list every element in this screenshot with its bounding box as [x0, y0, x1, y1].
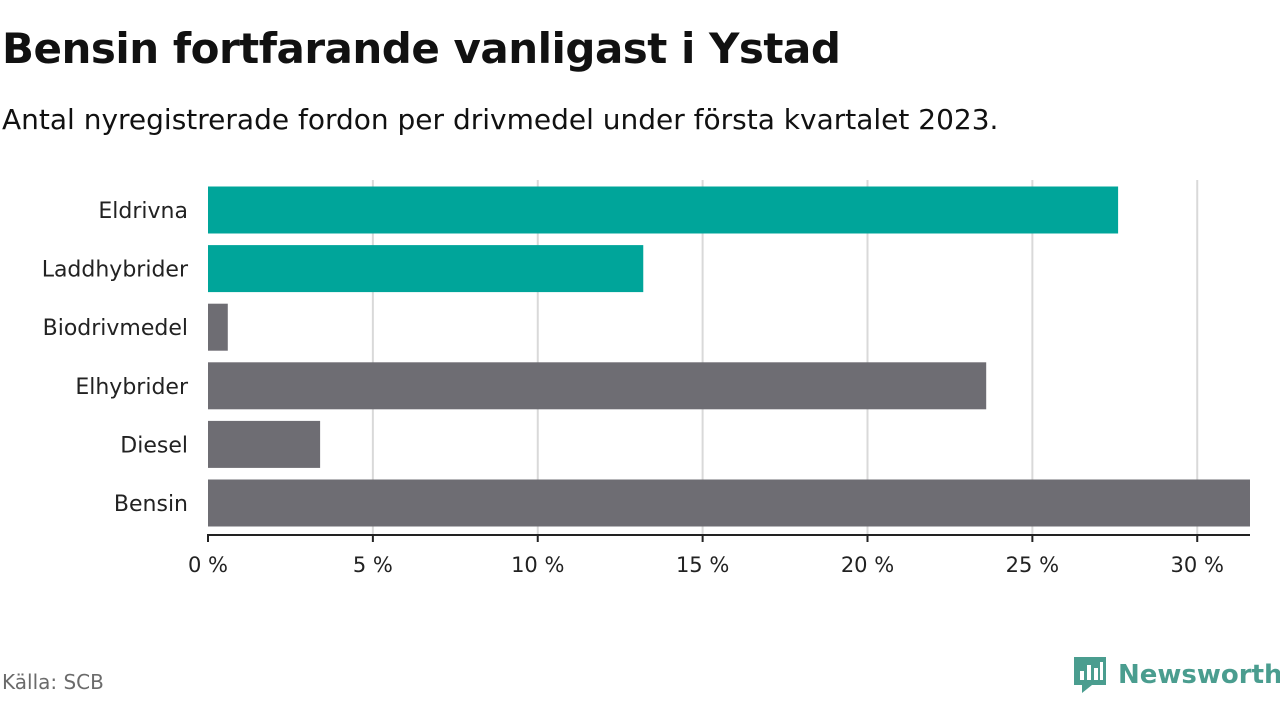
category-label: Diesel — [120, 433, 188, 458]
source-note: Källa: SCB — [2, 670, 104, 694]
bar-bensin — [208, 479, 1250, 527]
chart-subtitle: Antal nyregistrerade fordon per drivmede… — [2, 103, 999, 136]
category-label: Laddhybrider — [42, 258, 189, 283]
x-tick-label: 5 % — [353, 553, 393, 577]
bar-diesel — [208, 420, 321, 468]
bar-laddhybrider — [208, 245, 644, 293]
x-tick-label: 0 % — [188, 553, 228, 577]
bar-chart: Eldrivna Laddhybrider Biodrivmedel Elhybrid… — [42, 180, 1250, 577]
brand-name: Newsworthy — [1118, 660, 1280, 690]
category-label: Biodrivmedel — [43, 316, 188, 341]
x-tick-label: 10 % — [511, 553, 564, 577]
x-tick-label: 20 % — [841, 553, 894, 577]
category-label: Eldrivna — [98, 199, 188, 224]
chart-title: Bensin fortfarande vanligast i Ystad — [2, 24, 841, 73]
category-label: Bensin — [114, 492, 188, 517]
bar-elhybrider — [208, 362, 987, 410]
x-tick-label: 25 % — [1006, 553, 1059, 577]
newsworthy-logo-icon — [1074, 657, 1106, 693]
bar-eldrivna — [208, 186, 1119, 234]
bar-biodrivmedel — [208, 303, 228, 351]
category-label: Elhybrider — [75, 375, 189, 400]
newsworthy-logo: Newsworthy — [1072, 655, 1280, 695]
x-tick-label: 15 % — [676, 553, 729, 577]
x-tick-label: 30 % — [1171, 553, 1224, 577]
